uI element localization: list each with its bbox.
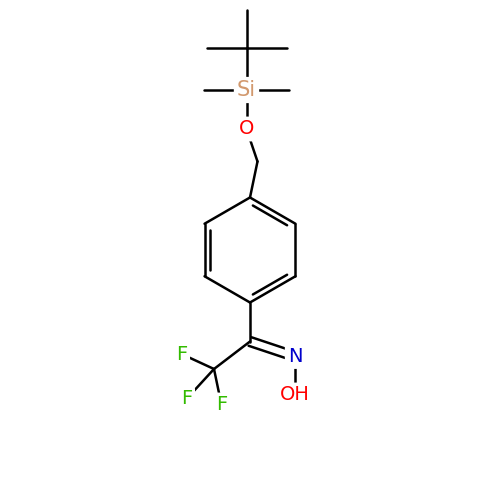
Text: OH: OH [280,386,310,404]
Text: F: F [216,396,227,414]
Text: F: F [176,344,187,364]
Text: F: F [181,390,192,408]
Text: Si: Si [237,80,256,100]
Text: O: O [239,120,254,139]
Text: N: N [288,347,302,366]
